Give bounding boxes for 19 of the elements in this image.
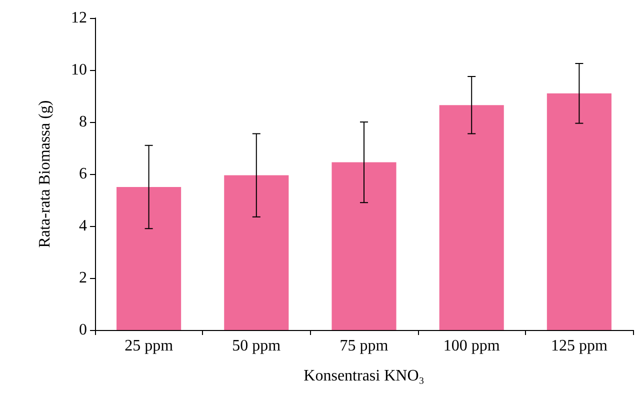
y-tick-label: 8: [79, 114, 87, 130]
bar: [332, 162, 396, 330]
x-tick-label: 50 ppm: [232, 338, 282, 354]
y-axis-title: Rata-rata Biomassa (g): [36, 100, 54, 248]
bar: [224, 175, 289, 330]
bar: [116, 187, 182, 330]
y-tick-label: 10: [71, 62, 87, 78]
x-tick-label: 125 ppm: [550, 338, 608, 354]
x-tick-label: 25 ppm: [124, 338, 174, 354]
y-tick-label: 4: [79, 218, 87, 234]
y-tick-label: 12: [71, 10, 87, 26]
y-tick-label: 6: [79, 166, 87, 182]
y-tick-label: 2: [79, 270, 87, 286]
y-tick-label: 0: [79, 322, 87, 338]
x-axis-title: Konsentrasi KNO₃: [304, 368, 424, 384]
x-tick-label: 75 ppm: [340, 338, 389, 354]
bar: [439, 105, 504, 330]
x-tick-label: 100 ppm: [443, 338, 500, 354]
bar: [546, 93, 612, 330]
